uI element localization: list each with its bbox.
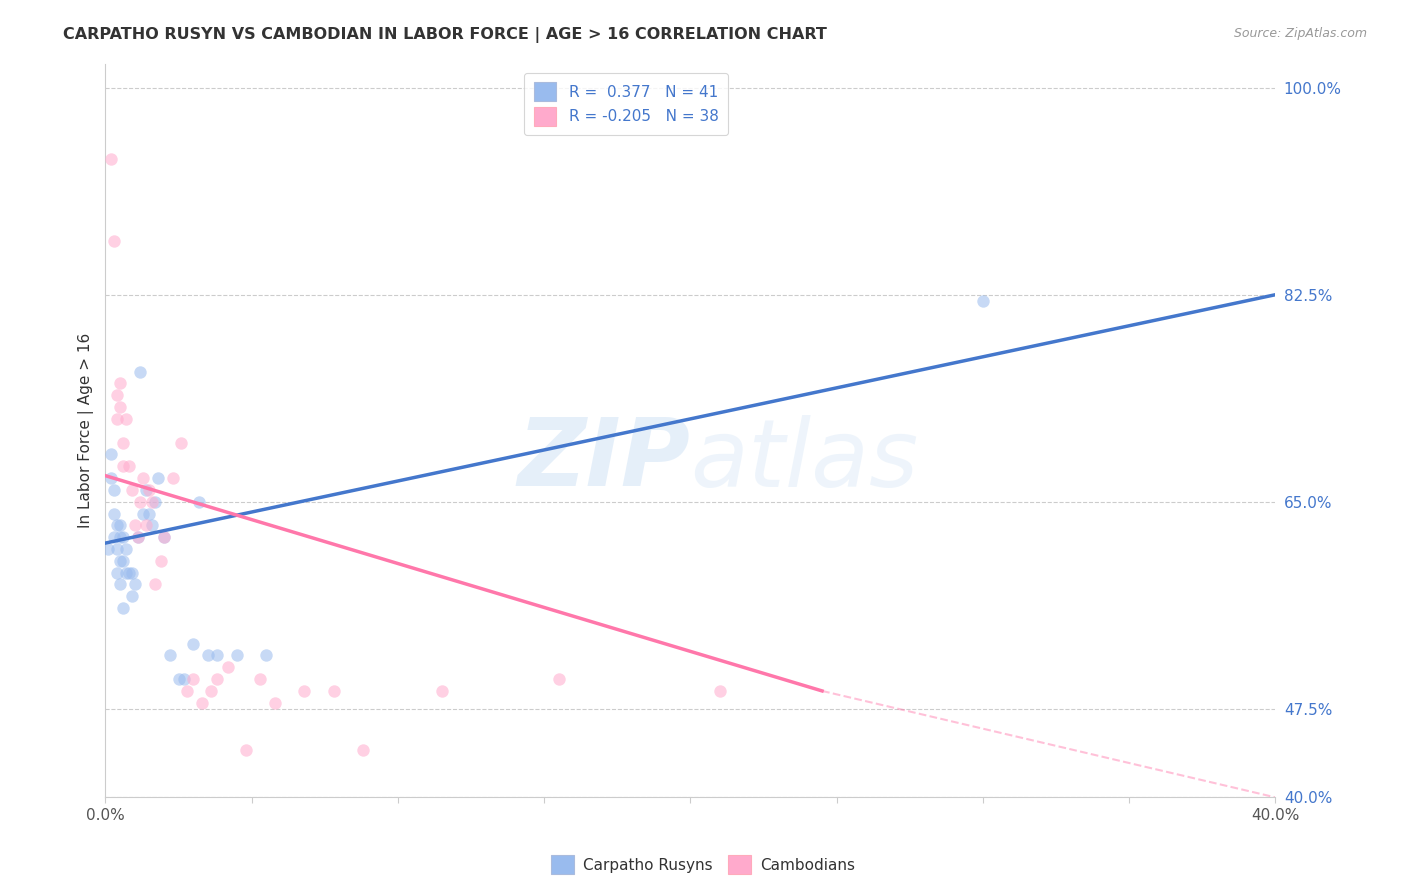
Point [709,684,731,698]
Point [292,684,315,698]
Point [143,577,166,591]
Point [138,483,160,497]
Text: atlas: atlas [690,415,918,506]
Point [121,589,143,603]
Point [352,743,374,757]
Point [176,684,198,698]
Legend: Carpatho Rusyns, Cambodians: Carpatho Rusyns, Cambodians [546,849,860,880]
Point [124,577,146,591]
Point [167,672,190,686]
Point [111,554,134,568]
Point [132,507,155,521]
Point [103,483,125,497]
Point [138,507,160,521]
Point [121,566,143,580]
Point [108,577,131,591]
Point [129,494,152,508]
Point [162,471,184,485]
Point [143,494,166,508]
Point [254,648,277,663]
Y-axis label: In Labor Force | Age > 16: In Labor Force | Age > 16 [79,333,94,528]
Point [146,471,169,485]
Point [129,365,152,379]
Point [108,376,131,391]
Point [141,518,163,533]
Point [135,518,157,533]
Point [264,696,287,710]
Point [205,672,228,686]
Point [105,412,128,426]
Point [108,554,131,568]
Point [173,672,195,686]
Text: CARPATHO RUSYN VS CAMBODIAN IN LABOR FORCE | AGE > 16 CORRELATION CHART: CARPATHO RUSYN VS CAMBODIAN IN LABOR FOR… [63,27,827,43]
Point [108,518,131,533]
Point [972,293,994,308]
Point [181,672,204,686]
Point [97,541,120,556]
Point [115,412,138,426]
Point [103,235,125,249]
Point [105,541,128,556]
Point [108,530,131,544]
Point [430,684,453,698]
Point [141,494,163,508]
Point [217,660,239,674]
Point [108,400,131,414]
Point [159,648,181,663]
Point [111,459,134,474]
Point [111,435,134,450]
Point [127,530,149,544]
Point [127,530,149,544]
Legend: R =  0.377   N = 41, R = -0.205   N = 38: R = 0.377 N = 41, R = -0.205 N = 38 [524,73,728,135]
Point [100,471,122,485]
Point [111,601,134,615]
Point [118,566,141,580]
Point [153,530,176,544]
Point [249,672,271,686]
Point [191,696,214,710]
Point [121,483,143,497]
Point [118,459,141,474]
Point [226,648,249,663]
Point [170,435,193,450]
Point [188,494,211,508]
Point [105,388,128,402]
Point [132,471,155,485]
Point [149,554,172,568]
Point [547,672,569,686]
Point [235,743,257,757]
Point [153,530,176,544]
Text: ZIP: ZIP [517,414,690,506]
Point [181,637,204,651]
Text: Source: ZipAtlas.com: Source: ZipAtlas.com [1233,27,1367,40]
Point [135,483,157,497]
Point [197,648,219,663]
Point [200,684,222,698]
Point [124,518,146,533]
Point [100,447,122,461]
Point [103,507,125,521]
Point [103,530,125,544]
Point [105,518,128,533]
Point [205,648,228,663]
Point [322,684,344,698]
Point [105,566,128,580]
Point [111,530,134,544]
Point [100,152,122,166]
Point [115,541,138,556]
Point [115,566,138,580]
